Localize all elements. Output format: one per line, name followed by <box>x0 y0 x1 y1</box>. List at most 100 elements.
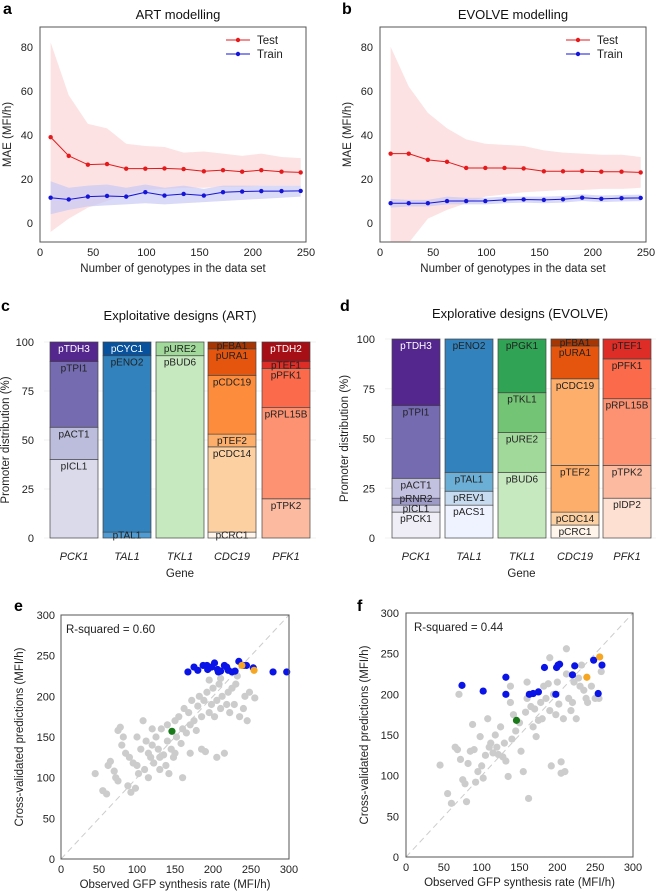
bar-segment-pTPK2 <box>602 465 652 499</box>
segment-label: pRPL15B <box>265 410 308 421</box>
scatter-point <box>220 749 228 757</box>
scatter-point <box>217 704 225 713</box>
category-label: PFK1 <box>613 551 641 563</box>
scatter-point <box>524 794 533 803</box>
scatter-point <box>521 708 530 716</box>
segment-label: pCDC19 <box>556 381 595 392</box>
legend-marker <box>575 51 581 57</box>
point-train <box>239 189 245 194</box>
segment-label: pRNR2 <box>400 494 433 505</box>
y-tick-label: 100 <box>357 334 375 346</box>
segment-label: pURA1 <box>216 351 249 362</box>
scatter-point <box>213 696 221 705</box>
y-tick-label: 100 <box>37 773 55 785</box>
scatter-point <box>171 749 179 757</box>
scatter-point <box>537 698 545 707</box>
bar-segment-pTPI1 <box>391 405 441 479</box>
y-tick-label: 200 <box>37 691 55 703</box>
segment-label: pURE2 <box>164 344 197 355</box>
x-tick-label: 0 <box>403 862 409 874</box>
scatter-point <box>468 720 477 729</box>
scatter-point <box>165 770 173 778</box>
x-tick-label: 250 <box>242 864 260 876</box>
scatter-point <box>192 726 200 735</box>
x-tick-label: 50 <box>87 247 99 259</box>
scatter-point <box>547 762 555 770</box>
chart-title: ART modelling <box>136 7 221 22</box>
plot-frame <box>60 614 290 860</box>
y-tick-label: 50 <box>387 811 399 823</box>
bar-segment-pPGK1 <box>497 338 547 394</box>
scatter-point <box>567 707 575 715</box>
segment-label: pTKL1 <box>507 395 537 406</box>
x-tick-label: 250 <box>637 247 655 259</box>
scatter-point <box>464 759 472 768</box>
point-test <box>48 134 53 140</box>
panel-e: e R-squared = 0.60 0 50 100 150 200 250 300 0 50 10… <box>14 598 298 891</box>
segment-label: pACT1 <box>58 429 90 440</box>
segment-label: pRPL15B <box>606 401 649 412</box>
point-test <box>239 169 245 174</box>
legend-marker <box>575 37 581 43</box>
x-tick-label: 50 <box>438 862 450 874</box>
scatter-point <box>114 777 122 785</box>
y-tick-label: 300 <box>37 610 55 622</box>
segment-label: pPGK1 <box>506 341 539 352</box>
x-tick-label: 250 <box>586 862 604 874</box>
scatter-point <box>91 770 99 778</box>
y-axis-label: Promoter distribution (%) <box>339 375 351 502</box>
scatter-point <box>455 690 463 698</box>
x-axis-label: Number of genotypes in the data set <box>420 263 606 275</box>
y-tick-label: 80 <box>21 42 33 54</box>
scatter-point <box>474 768 482 776</box>
bar-segment-pURE2 <box>155 341 205 357</box>
point-test <box>279 169 284 174</box>
line-train <box>390 197 641 204</box>
point-test <box>579 168 585 174</box>
r-squared-annotation: R-squared = 0.60 <box>66 624 155 636</box>
scatter-point <box>172 733 181 741</box>
scatter-point <box>594 689 602 698</box>
bar-segment-pICL1 <box>49 459 99 539</box>
scatter-point <box>156 753 164 761</box>
y-tick-label: 250 <box>37 651 55 663</box>
legend-marker <box>235 51 241 57</box>
scatter-point <box>194 702 202 710</box>
scatter-point <box>203 688 211 696</box>
segment-label: pPFK1 <box>271 370 302 381</box>
segment-label: pTDH2 <box>270 344 302 355</box>
segment-label: pCRC1 <box>559 527 592 538</box>
y-tick-label: 0 <box>28 533 34 545</box>
scatter-point <box>218 692 226 700</box>
segment-label: pFBA1 <box>217 341 248 352</box>
x-tick-label: 200 <box>244 247 262 259</box>
segment-label: pTDH3 <box>400 341 432 352</box>
scatter-point <box>577 661 586 669</box>
segment-label: pTPI1 <box>61 364 88 375</box>
plot-frame <box>379 26 647 243</box>
segment-label: pURA1 <box>559 348 592 359</box>
bar-segment-pTDH2 <box>261 341 311 362</box>
point-train <box>483 198 488 204</box>
scatter-point <box>177 739 185 748</box>
category-label: TAL1 <box>456 551 481 563</box>
bar-segment-pACT1 <box>49 426 99 460</box>
segment-label: pICL1 <box>61 462 88 473</box>
segment-label: pREV1 <box>453 493 485 504</box>
segment-label: pTAL1 <box>113 531 142 542</box>
panel-c: c Exploitative designs (ART) 0 25 50 75 100 pIC… <box>0 298 316 580</box>
line-test <box>50 136 301 173</box>
category-label: PFK1 <box>272 551 300 563</box>
bar-segment-pFBA1 <box>207 341 257 350</box>
legend-label: Test <box>257 35 279 47</box>
r-squared-annotation: R-squared = 0.44 <box>414 622 504 634</box>
panel-letter: a <box>3 1 12 18</box>
scatter-point <box>190 717 198 725</box>
bar-segment-pCYC1 <box>102 341 152 357</box>
segment-label: pTEF1 <box>271 360 301 371</box>
point-test <box>220 167 226 173</box>
x-tick-label: 150 <box>166 864 184 876</box>
scatter-point <box>472 778 480 786</box>
scatter-point <box>154 745 162 753</box>
point-test <box>162 166 167 171</box>
